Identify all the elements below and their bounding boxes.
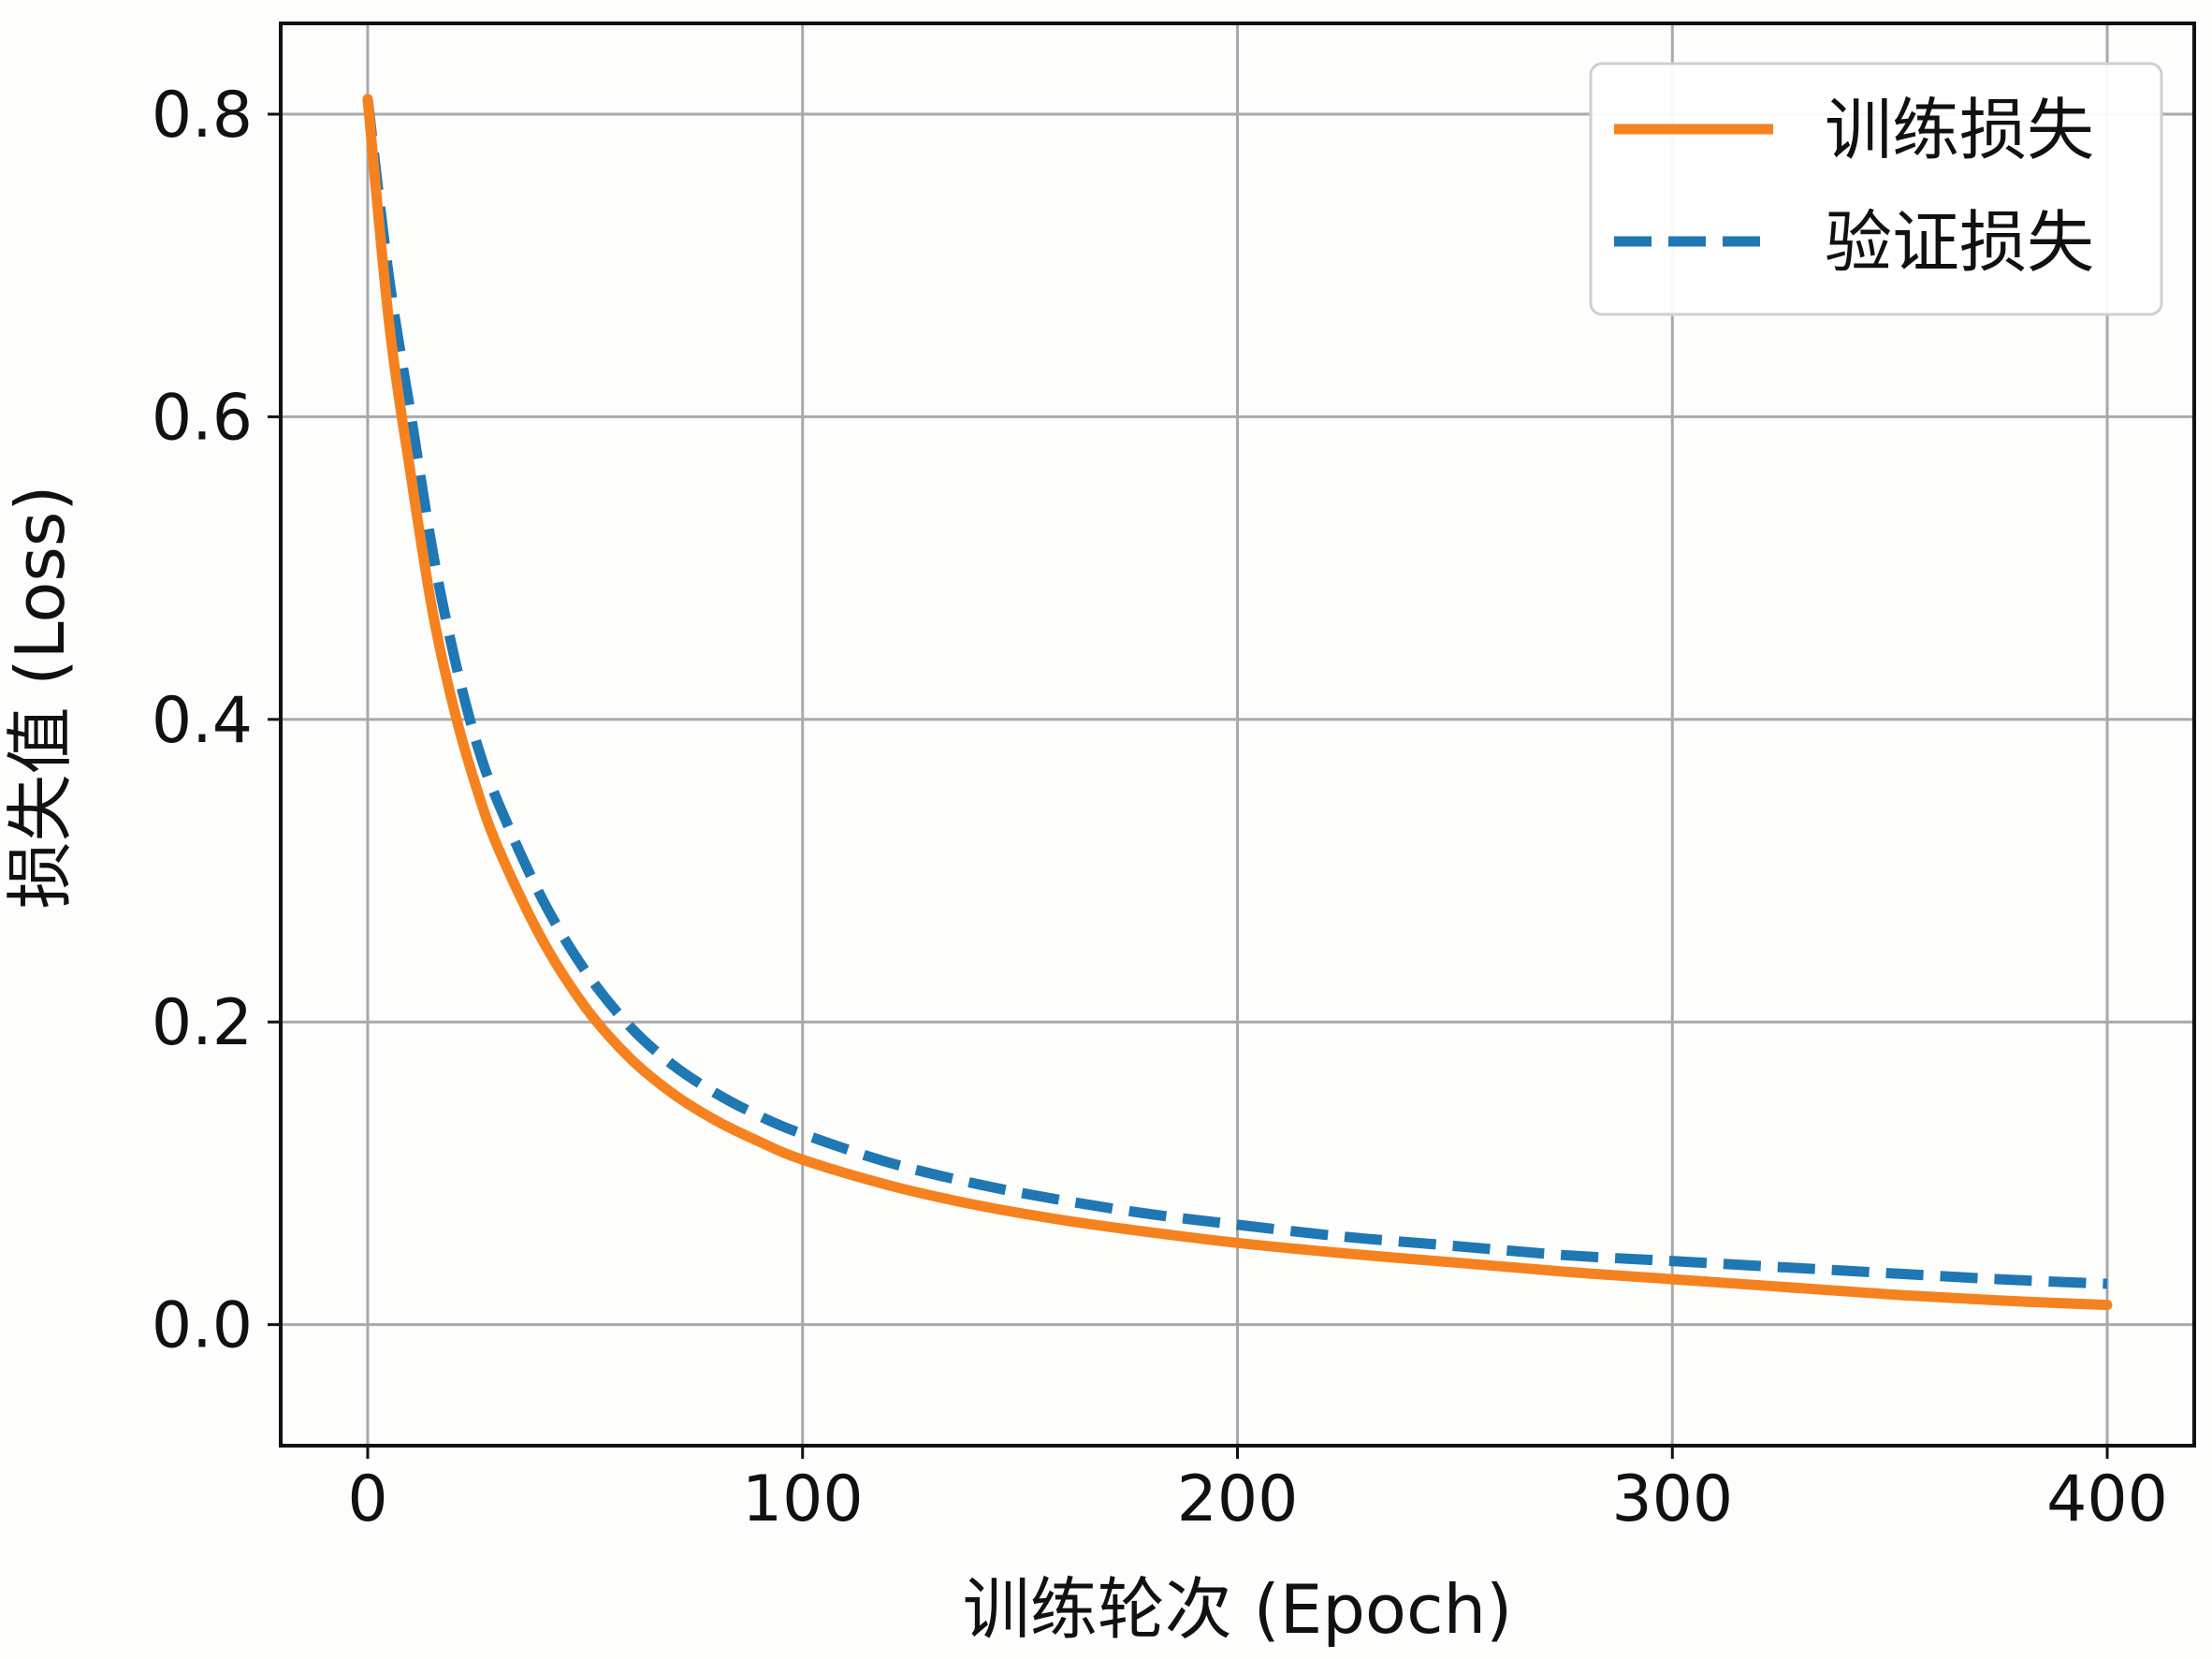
y-tick-label: 0.0 [152, 1289, 253, 1363]
y-axis-ticks: 0.0 0.2 0.4 0.6 0.8 [152, 79, 281, 1363]
y-tick-label: 0.6 [152, 381, 253, 455]
legend-label-train: 训练损失 [1825, 91, 2094, 169]
x-tick-label: 200 [1177, 1463, 1299, 1536]
y-axis-label: 损失值 (Loss) [1, 486, 80, 910]
x-axis-ticks: 0 100 200 300 400 [347, 1446, 2168, 1536]
series-lines [362, 94, 2113, 1311]
x-tick-label: 0 [347, 1463, 387, 1536]
x-tick-label: 300 [1611, 1463, 1733, 1536]
y-tick-label: 0.8 [152, 79, 253, 153]
y-tick-label: 0.2 [152, 986, 253, 1060]
x-axis-label: 训练轮次 (Epoch) [963, 1570, 1513, 1649]
x-tick-label: 100 [742, 1463, 864, 1536]
x-tick-label: 400 [2046, 1463, 2168, 1536]
y-tick-label: 0.4 [152, 684, 253, 758]
legend-label-val: 验证损失 [1825, 203, 2094, 282]
series-line-val [362, 98, 2108, 1289]
legend: 训练损失 验证损失 [1589, 62, 2163, 316]
series-line-train [362, 94, 2113, 1311]
